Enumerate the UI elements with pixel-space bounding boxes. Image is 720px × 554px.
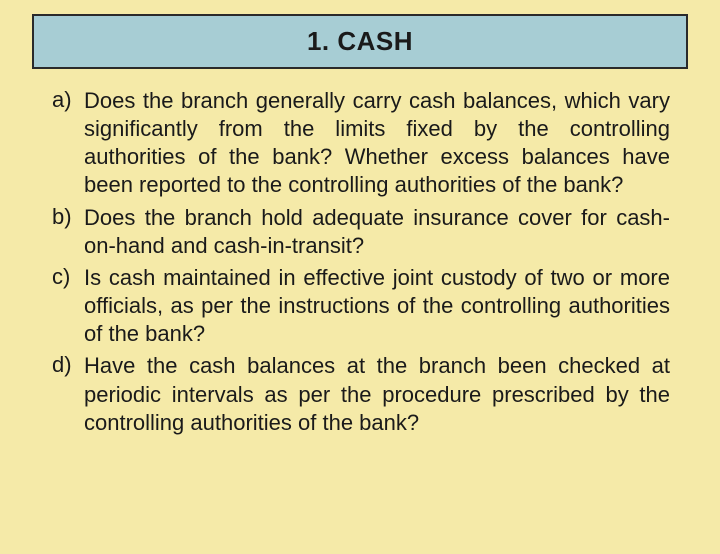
list-text: Is cash maintained in effective joint cu… xyxy=(84,264,670,348)
list-marker: a) xyxy=(50,87,84,200)
list-marker: b) xyxy=(50,204,84,260)
list-marker: c) xyxy=(50,264,84,348)
list-text: Have the cash balances at the branch bee… xyxy=(84,352,670,436)
list-marker: d) xyxy=(50,352,84,436)
list-item: d) Have the cash balances at the branch … xyxy=(50,352,670,436)
list-item: b) Does the branch hold adequate insuran… xyxy=(50,204,670,260)
ordered-list: a) Does the branch generally carry cash … xyxy=(50,87,670,437)
list-text: Does the branch hold adequate insurance … xyxy=(84,204,670,260)
title-box: 1. CASH xyxy=(32,14,688,69)
list-item: a) Does the branch generally carry cash … xyxy=(50,87,670,200)
page-title: 1. CASH xyxy=(34,26,686,57)
list-text: Does the branch generally carry cash bal… xyxy=(84,87,670,200)
list-item: c) Is cash maintained in effective joint… xyxy=(50,264,670,348)
